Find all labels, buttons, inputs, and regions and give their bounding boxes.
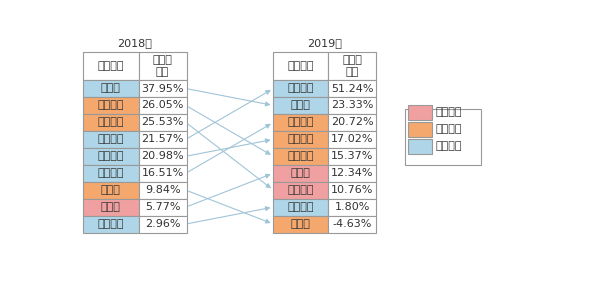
Text: 21.57%: 21.57% [142,134,184,144]
Text: 第一梯队: 第一梯队 [436,107,462,117]
Bar [139,131,187,148]
Text: 金牌厨柜: 金牌厨柜 [97,100,124,111]
Text: 9.84%: 9.84% [145,185,181,195]
Bar [83,199,139,215]
Bar [328,97,376,114]
Bar [328,165,376,182]
Text: 2019年: 2019年 [307,38,342,48]
Bar [408,122,431,137]
Bar [272,80,328,97]
Text: 志邦家居: 志邦家居 [97,168,124,178]
Text: 索菲亚: 索菲亚 [290,168,310,178]
Text: 1.80%: 1.80% [335,202,370,212]
Bar [405,109,481,165]
Text: -4.63%: -4.63% [333,219,372,229]
Text: 志邦家居: 志邦家居 [287,117,314,127]
Text: 17.02%: 17.02% [331,134,374,144]
Bar [139,165,187,182]
Bar [139,148,187,165]
Text: 顶固集创: 顶固集创 [287,202,314,212]
Text: 皮阿诺: 皮阿诺 [101,83,121,94]
Bar [272,52,328,80]
Text: 皮阿诺: 皮阿诺 [290,100,310,111]
Bar [139,52,187,80]
Bar [272,131,328,148]
Bar [83,148,139,165]
Bar [328,52,376,80]
Text: 欧派家居: 欧派家居 [287,134,314,144]
Bar [83,165,139,182]
Text: 我乐家居: 我乐家居 [97,134,124,144]
Bar [328,80,376,97]
Bar [139,199,187,215]
Bar [83,80,139,97]
Text: 顶固集创: 顶固集创 [97,219,124,229]
Text: 好莱客: 好莱客 [101,185,121,195]
Bar [328,148,376,165]
Text: 企业名称: 企业名称 [287,61,314,71]
Text: 2.96%: 2.96% [145,219,181,229]
Text: 51.24%: 51.24% [331,83,374,94]
Text: 5.77%: 5.77% [145,202,181,212]
Bar [328,131,376,148]
Text: 20.72%: 20.72% [331,117,374,127]
Text: 20.98%: 20.98% [141,151,184,161]
Text: 16.51%: 16.51% [142,168,184,178]
Bar [328,199,376,215]
Bar [272,148,328,165]
Text: 15.37%: 15.37% [331,151,374,161]
Bar [328,182,376,199]
Bar [272,165,328,182]
Text: 企业名称: 企业名称 [97,61,124,71]
Bar [83,52,139,80]
Bar [83,114,139,131]
Bar [328,215,376,232]
Text: 第三梯队: 第三梯队 [436,141,462,151]
Bar [272,114,328,131]
Bar [328,114,376,131]
Text: 第二梯队: 第二梯队 [436,124,462,134]
Bar [408,105,431,120]
Text: 12.34%: 12.34% [331,168,374,178]
Bar [139,114,187,131]
Bar [272,215,328,232]
Bar [272,97,328,114]
Text: 尚品宅配: 尚品宅配 [97,117,124,127]
Bar [139,215,187,232]
Text: 37.95%: 37.95% [142,83,184,94]
Text: 23.33%: 23.33% [331,100,374,111]
Text: 25.53%: 25.53% [142,117,184,127]
Text: 欧派家居: 欧派家居 [97,151,124,161]
Text: 净利润
增速: 净利润 增速 [152,55,173,77]
Text: 金牌厨柜: 金牌厨柜 [287,151,314,161]
Bar [83,131,139,148]
Bar [139,182,187,199]
Text: 10.76%: 10.76% [331,185,374,195]
Bar [272,182,328,199]
Bar [408,138,431,154]
Bar [83,215,139,232]
Bar [272,199,328,215]
Bar [83,182,139,199]
Text: 净利润
增速: 净利润 增速 [343,55,362,77]
Bar [139,97,187,114]
Text: 尚品宅配: 尚品宅配 [287,185,314,195]
Text: 2018年: 2018年 [117,38,152,48]
Bar [83,97,139,114]
Bar [139,80,187,97]
Text: 好莱客: 好莱客 [290,219,310,229]
Text: 26.05%: 26.05% [142,100,184,111]
Text: 我乐家居: 我乐家居 [287,83,314,94]
Text: 索菲亚: 索菲亚 [101,202,121,212]
